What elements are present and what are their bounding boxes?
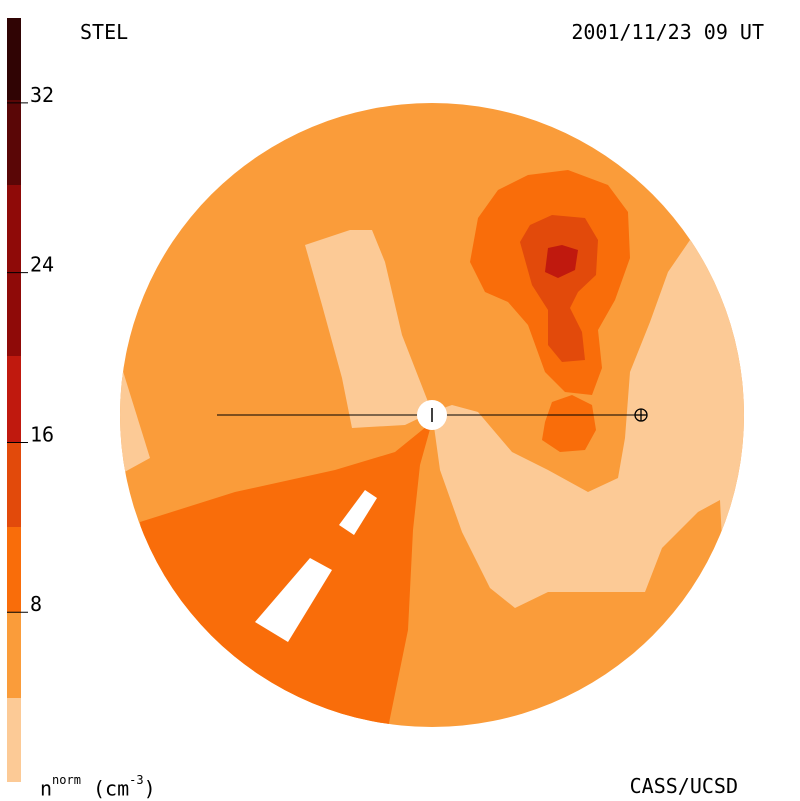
colorbar-tick-label: 8 xyxy=(30,592,42,616)
colorbar xyxy=(7,18,21,782)
colorbar-tick-label: 32 xyxy=(30,83,54,107)
credit-label: CASS/UCSD xyxy=(629,774,738,798)
earth-icon xyxy=(634,408,648,422)
contour-high-east-blob xyxy=(542,395,596,452)
colorbar-level-5 xyxy=(7,185,21,357)
units-sup: norm xyxy=(52,773,81,787)
colorbar-level-3b xyxy=(7,442,21,528)
contour-low-west-edge xyxy=(120,368,150,480)
contour-peak-core xyxy=(545,245,578,278)
colorbar-level-6 xyxy=(7,100,21,186)
colorbar-level-7 xyxy=(7,18,21,101)
contour-low-north-streamer xyxy=(305,230,432,428)
colorbar-tick-label: 16 xyxy=(30,422,54,446)
colorbar-ticks: 8 16 24 32 xyxy=(7,83,54,616)
colorbar-tick-label: 24 xyxy=(30,253,54,277)
contour-low-east-region xyxy=(432,230,744,700)
units-base: n xyxy=(40,776,53,801)
contour-peak-outer xyxy=(520,215,598,362)
units-rest: (cm xyxy=(93,776,130,801)
units-exp: -3 xyxy=(129,773,144,787)
datetime-label: 2001/11/23 09 UT xyxy=(571,20,764,44)
station-label: STEL xyxy=(80,20,129,44)
data-gap-large xyxy=(255,558,332,642)
data-gap-small xyxy=(339,490,377,535)
colorbar-level-0 xyxy=(7,698,21,782)
units-close: ) xyxy=(143,776,156,801)
colorbar-level-1 xyxy=(7,612,21,699)
units-label: nnorm (cm-3) xyxy=(40,773,156,801)
